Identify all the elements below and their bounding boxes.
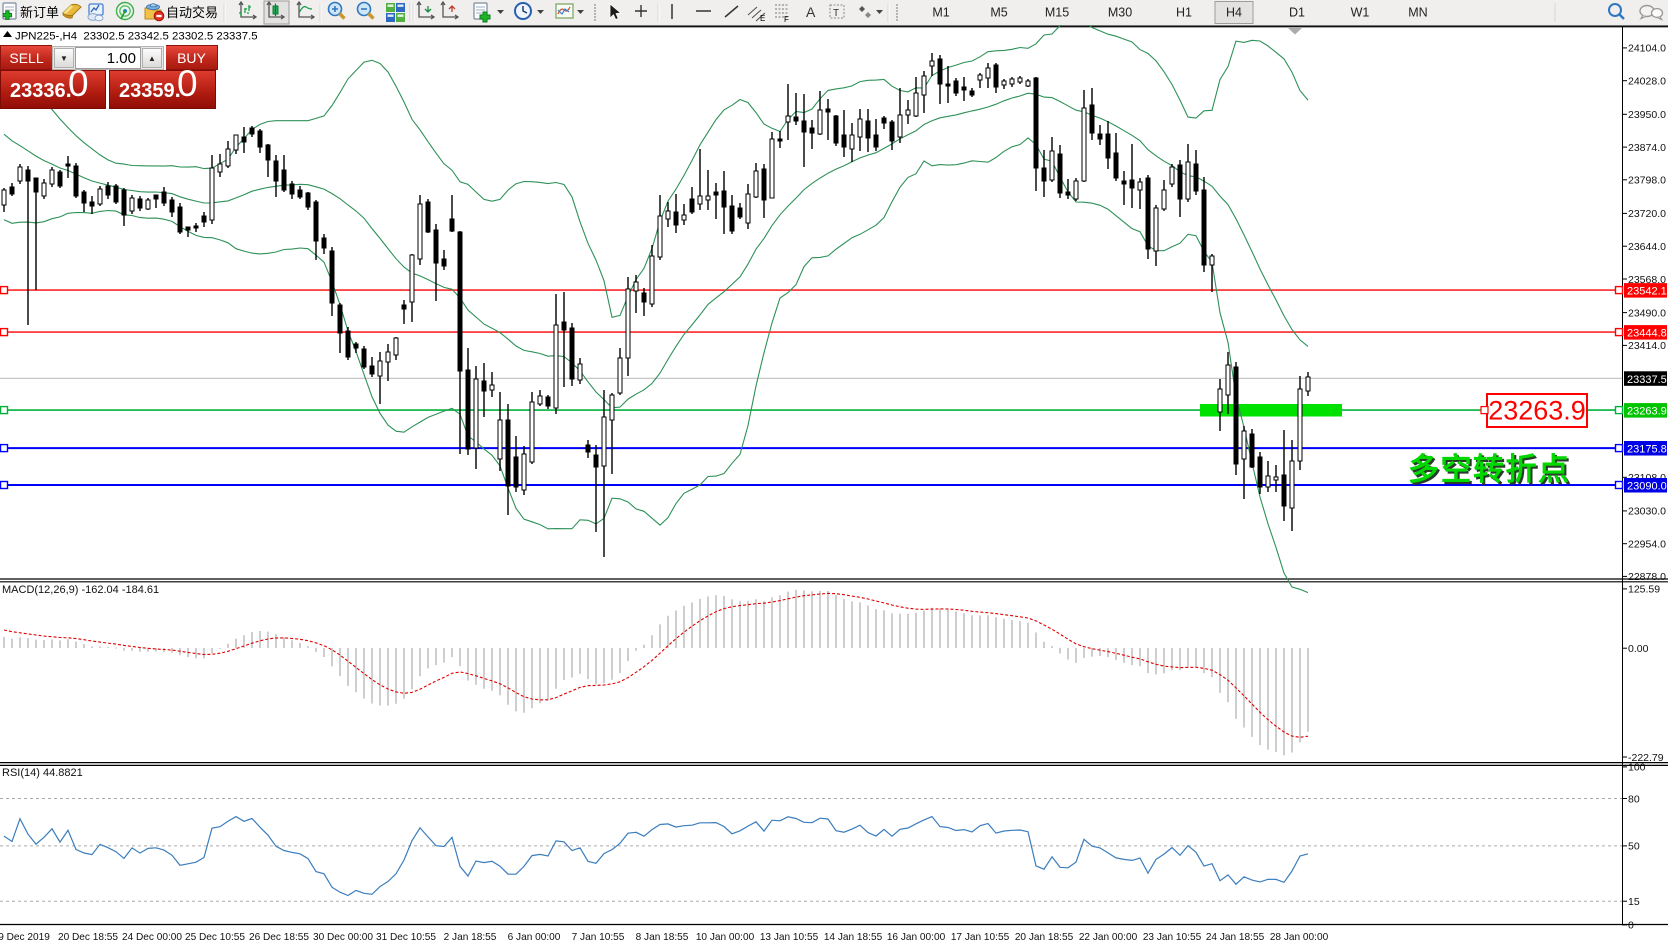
svg-text:26 Dec 18:55: 26 Dec 18:55 (249, 932, 309, 943)
svg-text:31 Dec 10:55: 31 Dec 10:55 (376, 932, 436, 943)
svg-text:9 Dec 2019: 9 Dec 2019 (0, 932, 50, 943)
svg-text:23490.0: 23490.0 (1628, 307, 1666, 319)
svg-text:新订单: 新订单 (20, 5, 59, 20)
svg-text:D1: D1 (1289, 6, 1305, 20)
svg-text:20 Dec 18:55: 20 Dec 18:55 (58, 932, 118, 943)
svg-text:14 Jan 18:55: 14 Jan 18:55 (824, 932, 883, 943)
svg-text:T: T (833, 8, 839, 19)
svg-text:28 Jan 00:00: 28 Jan 00:00 (1270, 932, 1329, 943)
svg-text:23 Jan 10:55: 23 Jan 10:55 (1143, 932, 1202, 943)
svg-text:22 Jan 00:00: 22 Jan 00:00 (1079, 932, 1138, 943)
svg-text:W1: W1 (1351, 6, 1370, 20)
svg-text:23414.0: 23414.0 (1628, 340, 1666, 352)
svg-text:23175.8: 23175.8 (1627, 444, 1667, 456)
svg-text:23568.0: 23568.0 (1628, 274, 1666, 286)
svg-text:M5: M5 (990, 6, 1007, 20)
svg-text:23644.0: 23644.0 (1628, 241, 1666, 253)
svg-text:23542.1: 23542.1 (1627, 286, 1667, 298)
svg-text:24028.0: 24028.0 (1628, 76, 1666, 88)
svg-text:2 Jan 18:55: 2 Jan 18:55 (444, 932, 497, 943)
svg-text:22954.0: 22954.0 (1628, 539, 1666, 551)
svg-text:8 Jan 18:55: 8 Jan 18:55 (636, 932, 689, 943)
svg-text:RSI(14) 44.8821: RSI(14) 44.8821 (2, 767, 83, 779)
svg-text:自动交易: 自动交易 (166, 5, 218, 20)
svg-text:0: 0 (1628, 920, 1634, 932)
svg-text:20 Jan 18:55: 20 Jan 18:55 (1015, 932, 1074, 943)
svg-text:24 Dec 00:00: 24 Dec 00:00 (122, 932, 182, 943)
svg-text:M30: M30 (1108, 6, 1132, 20)
svg-text:M15: M15 (1045, 6, 1069, 20)
svg-text:7 Jan 10:55: 7 Jan 10:55 (572, 932, 625, 943)
svg-text:23263.9: 23263.9 (1488, 396, 1586, 426)
svg-text:23444.8: 23444.8 (1627, 328, 1667, 340)
svg-text:0.00: 0.00 (1628, 643, 1649, 655)
svg-text:M1: M1 (932, 6, 949, 20)
svg-text:50: 50 (1628, 841, 1640, 853)
svg-text:23798.0: 23798.0 (1628, 175, 1666, 187)
svg-text:125.59: 125.59 (1628, 584, 1660, 596)
svg-text:23874.0: 23874.0 (1628, 142, 1666, 154)
svg-text:多空转折点: 多空转折点 (1408, 452, 1571, 487)
svg-text:H4: H4 (1226, 6, 1242, 20)
svg-text:23090.0: 23090.0 (1627, 481, 1667, 493)
svg-text:22878.0: 22878.0 (1628, 571, 1666, 583)
svg-text:10 Jan 00:00: 10 Jan 00:00 (696, 932, 755, 943)
svg-text:23950.0: 23950.0 (1628, 109, 1666, 121)
svg-text:-222.79: -222.79 (1628, 752, 1664, 764)
svg-text:80: 80 (1628, 793, 1640, 805)
svg-text:100: 100 (1628, 762, 1646, 774)
svg-text:23337.5: 23337.5 (1627, 374, 1667, 386)
svg-text:24 Jan 18:55: 24 Jan 18:55 (1206, 932, 1265, 943)
svg-text:15: 15 (1628, 896, 1640, 908)
svg-text:17 Jan 10:55: 17 Jan 10:55 (951, 932, 1010, 943)
svg-text:A: A (806, 4, 816, 20)
svg-text:JPN225-,H4 23302.5 23342.5 23: JPN225-,H4 23302.5 23342.5 23302.5 23337… (15, 31, 258, 43)
svg-text:F: F (784, 15, 789, 24)
svg-text:23263.9: 23263.9 (1627, 406, 1667, 418)
svg-text:多空转折点: 多空转折点 (1410, 454, 1573, 489)
svg-text:6 Jan 00:00: 6 Jan 00:00 (508, 932, 561, 943)
svg-text:13 Jan 10:55: 13 Jan 10:55 (760, 932, 819, 943)
svg-text:MN: MN (1408, 6, 1427, 20)
svg-text:24104.0: 24104.0 (1628, 43, 1666, 55)
svg-text:30 Dec 00:00: 30 Dec 00:00 (313, 932, 373, 943)
svg-text:16 Jan 00:00: 16 Jan 00:00 (887, 932, 946, 943)
svg-text:23720.0: 23720.0 (1628, 208, 1666, 220)
svg-text:MACD(12,26,9) -162.04 -184.61: MACD(12,26,9) -162.04 -184.61 (2, 584, 159, 596)
svg-text:E: E (760, 14, 765, 23)
svg-text:23030.0: 23030.0 (1628, 506, 1666, 518)
svg-text:H1: H1 (1176, 6, 1192, 20)
svg-text:25 Dec 10:55: 25 Dec 10:55 (185, 932, 245, 943)
